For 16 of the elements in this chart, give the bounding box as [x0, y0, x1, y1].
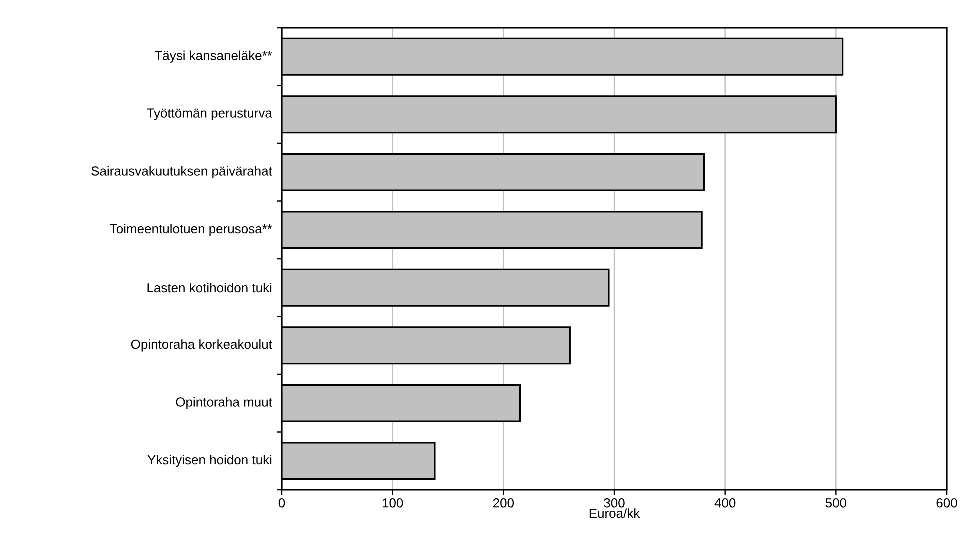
x-tick-label: 500 — [826, 498, 847, 508]
y-tick-label: Täysi kansaneläke** — [154, 50, 272, 63]
x-tick-label: 300 — [604, 498, 625, 508]
x-tick-label: 200 — [493, 498, 514, 508]
x-tick-label: 0 — [278, 498, 286, 508]
y-tick-label: Työttömän perusturva — [147, 108, 272, 120]
y-tick-label: Yksityisen hoidon tuki — [148, 455, 272, 468]
y-tick-label: Opintoraha korkeakoulut — [131, 340, 272, 352]
x-tick-label: 400 — [714, 498, 736, 508]
x-tick-label: 600 — [936, 498, 958, 508]
y-tick-label: Sairausvakuutuksen päivärahat — [92, 166, 272, 178]
x-axis-title: Euroa/kk — [590, 508, 640, 518]
y-tick-label: Toimeentulotuen perusosa** — [110, 224, 272, 236]
x-tick-label: 100 — [382, 498, 404, 508]
y-tick-label: Opintoraha muut — [176, 397, 272, 410]
y-tick-label: Lasten kotihoidon tuki — [148, 283, 272, 293]
